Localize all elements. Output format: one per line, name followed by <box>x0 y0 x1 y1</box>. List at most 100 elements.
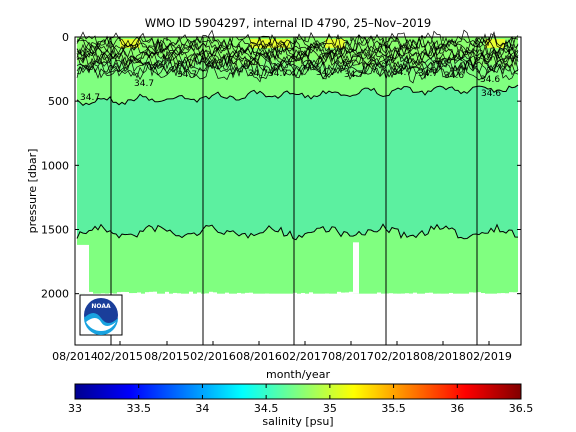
field-edge <box>301 292 305 297</box>
field-edge <box>417 294 421 299</box>
field-edge <box>77 294 81 299</box>
surface-contour <box>76 55 519 80</box>
field-edge <box>213 292 217 297</box>
field-edge <box>441 295 445 300</box>
field-edge <box>345 292 349 297</box>
colorbar-tick-label: 35 <box>323 402 337 415</box>
field-edge <box>289 294 293 299</box>
field-edge <box>149 291 153 296</box>
field-edge <box>125 291 129 296</box>
field-edge <box>473 292 477 297</box>
field-edge <box>297 294 301 299</box>
field-edge <box>477 292 481 297</box>
field-edge <box>169 294 173 299</box>
x-tick-label: 02/2017 <box>282 350 328 363</box>
surface-contour <box>76 32 519 54</box>
field-edge <box>257 295 261 300</box>
field-edge <box>269 295 273 300</box>
field-edge <box>145 292 149 297</box>
surface-contour <box>76 49 519 72</box>
field-edge <box>189 291 193 296</box>
field-edge <box>385 293 389 298</box>
field-edge <box>457 293 461 298</box>
field-edge <box>329 294 333 299</box>
colorbar-tick-label: 36 <box>450 402 464 415</box>
field-edge <box>373 294 377 299</box>
field-edge <box>265 293 269 298</box>
field-edge <box>273 294 277 299</box>
field-edge <box>205 293 209 298</box>
field-edge <box>141 294 145 299</box>
field-edge <box>85 292 89 297</box>
y-tick-label: 0 <box>62 31 69 44</box>
data-gap <box>353 242 359 294</box>
isoline-lower <box>76 223 519 241</box>
colorbar-tick-label: 33 <box>68 402 82 415</box>
field-edge <box>401 293 405 298</box>
contour-label: 34.7 <box>177 70 197 80</box>
field-edge <box>493 294 497 299</box>
field-edge <box>421 294 425 299</box>
field-edge <box>209 291 213 296</box>
field-edge <box>413 292 417 297</box>
surface-contour <box>76 34 519 57</box>
field-edge <box>261 294 265 299</box>
field-edge <box>389 293 393 298</box>
field-edge <box>489 295 493 300</box>
colorbar-tick-label: 33.5 <box>126 402 151 415</box>
chart-title: WMO ID 5904297, internal ID 4790, 25–Nov… <box>145 16 432 30</box>
field-edge <box>349 291 353 296</box>
x-tick-label: 02/2016 <box>190 350 236 363</box>
field-patch <box>325 39 345 48</box>
field-edge <box>513 292 517 297</box>
year-marker-lines <box>110 37 478 345</box>
field-edge <box>253 295 257 300</box>
field-edge <box>341 292 345 297</box>
x-tick-label: 02/2015 <box>97 350 143 363</box>
field-edge <box>369 295 373 300</box>
field-edge <box>229 295 233 300</box>
contour-label: 34.6 <box>480 75 500 85</box>
field-edge <box>197 292 201 297</box>
field-edge <box>281 294 285 299</box>
field-edge <box>249 292 253 297</box>
field-edge <box>129 293 133 298</box>
x-axis-label: month/year <box>266 368 330 381</box>
noaa-logo: NOAA <box>79 294 123 336</box>
data-gap <box>77 244 89 294</box>
field-edge <box>393 293 397 298</box>
field-edge <box>237 292 241 297</box>
contour-labels: 34.734.734.7 34.7 34.7 34.7 34.7 34.7 34.7 34.6… <box>80 68 501 103</box>
field-edge <box>325 293 329 298</box>
field-edge <box>409 293 413 298</box>
field-edge <box>361 294 365 299</box>
field-edge <box>445 293 449 298</box>
field-edge <box>501 293 505 298</box>
field-edge <box>293 292 297 297</box>
surface-contour <box>76 58 519 81</box>
field-edge <box>497 293 501 298</box>
field-edge <box>469 292 473 297</box>
field-edge <box>241 293 245 298</box>
x-tick-label: 08/2018 <box>420 350 466 363</box>
y-tick-label: 500 <box>48 95 69 108</box>
x-tick-label: 08/2017 <box>328 350 374 363</box>
surface-contour <box>76 47 519 69</box>
contour-label: 34.7 <box>316 68 336 78</box>
field-layer <box>77 85 518 240</box>
colorbar-gradient <box>75 384 521 399</box>
noaa-logo-text: NOAA <box>91 303 111 310</box>
colorbar-label: salinity [psu] <box>262 415 333 428</box>
field-edge <box>425 292 429 297</box>
field-edge <box>437 293 441 298</box>
colorbar-tick-label: 34.5 <box>254 402 279 415</box>
field-edge <box>157 295 161 300</box>
plot-area: 34.734.734.7 34.7 34.7 34.7 34.7 34.7 34.7 34.6… <box>74 29 522 346</box>
contour-label: 34.7 <box>392 68 412 78</box>
surface-contour <box>76 41 519 65</box>
field-edge <box>313 295 317 300</box>
y-axis-label: pressure [dbar] <box>26 149 39 234</box>
x-tick-label: 02/2018 <box>374 350 420 363</box>
field-edge <box>117 292 121 297</box>
